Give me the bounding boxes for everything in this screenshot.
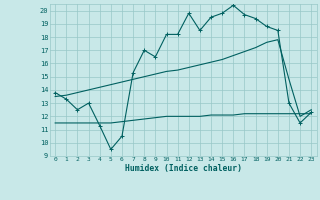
X-axis label: Humidex (Indice chaleur): Humidex (Indice chaleur) bbox=[125, 164, 242, 173]
